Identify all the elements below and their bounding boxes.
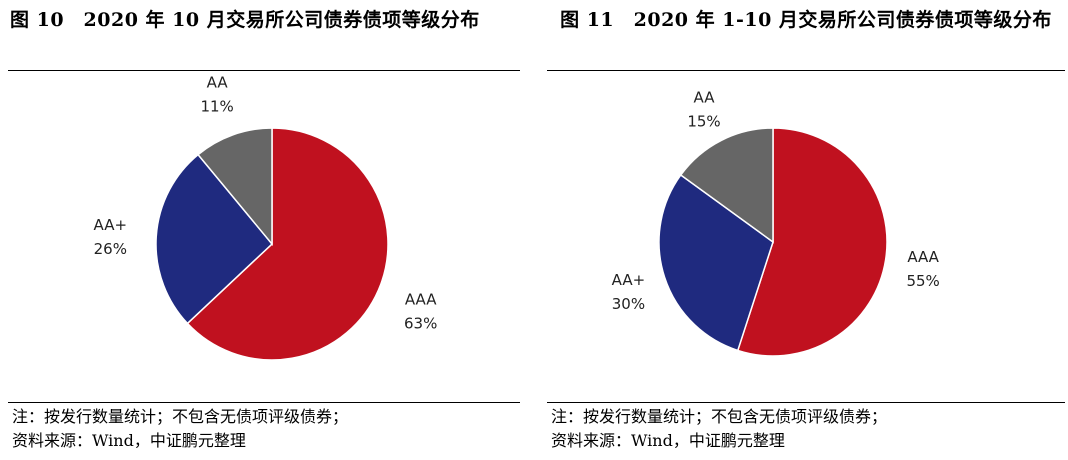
slice-label: AAA xyxy=(907,248,939,266)
slice-value-label: 63% xyxy=(404,314,437,332)
pie-slice-aa xyxy=(679,127,774,244)
note-rule xyxy=(8,402,520,403)
chart-title: 图 10 2020 年 10 月交易所公司债券债项等级分布 xyxy=(10,9,480,31)
pie-slice-aa xyxy=(197,127,273,247)
chart-source: 资料来源：Wind，中证鹏元整理 xyxy=(551,431,785,450)
title-rule xyxy=(547,70,1065,71)
title-rule xyxy=(8,70,520,71)
slice-value-label: 26% xyxy=(94,240,127,258)
slice-value-label: 30% xyxy=(612,295,645,313)
pie-chart: AAA 63% AA+ 26% AA 11% xyxy=(94,74,437,361)
chart-panel-jan-oct: 图 11 2020 年 1-10 月交易所公司债券债项等级分布 AAA 55% AA… xyxy=(547,0,1065,460)
pie-slice-aaa xyxy=(186,127,389,361)
chart-title: 图 11 2020 年 1-10 月交易所公司债券债项等级分布 xyxy=(560,9,1052,31)
slice-label: AA xyxy=(207,74,229,92)
slice-label: AAA xyxy=(405,290,437,308)
slice-label: AA+ xyxy=(94,216,128,234)
note-rule xyxy=(547,402,1065,403)
slice-value-label: 11% xyxy=(200,98,233,116)
chart-note: 注：按发行数量统计；不包含无债项评级债券； xyxy=(551,407,888,426)
pie-slice-aa-plus xyxy=(658,173,774,352)
slice-label: AA xyxy=(694,89,716,107)
chart-note: 注：按发行数量统计；不包含无债项评级债券； xyxy=(12,407,349,426)
pie-slice-aa-plus xyxy=(155,153,274,325)
slice-value-label: 55% xyxy=(906,272,939,290)
pie-chart: AAA 55% AA+ 30% AA 15% xyxy=(612,89,940,357)
chart-source: 资料来源：Wind，中证鹏元整理 xyxy=(12,431,246,450)
chart-panel-oct: 图 10 2020 年 10 月交易所公司债券债项等级分布 AAA 63% AA+ 2… xyxy=(8,0,520,460)
slice-value-label: 15% xyxy=(687,113,720,131)
pie-slice-aaa xyxy=(736,127,888,357)
slice-label: AA+ xyxy=(612,271,646,289)
